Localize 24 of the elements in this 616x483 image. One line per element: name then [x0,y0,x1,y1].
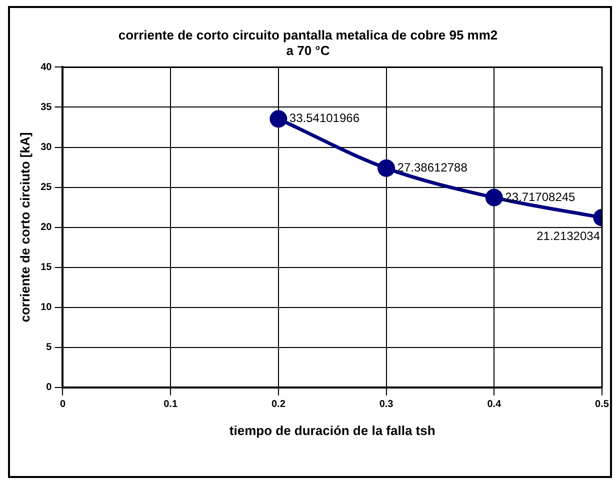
point [270,110,288,128]
y-tick-label: 30 [40,142,52,153]
y-tick-label: 0 [46,382,52,394]
point [378,159,396,177]
y-tick-label: 40 [40,62,52,73]
x-axis-title: tiempo de duración de la falla tsh [229,422,436,438]
y-tick-label: 25 [40,182,52,194]
chart-title: corriente de corto circuito pantalla metalica de cobre 95 mm2 a 70 °C [118,27,498,58]
y-tick-label: 10 [40,302,52,314]
x-tick-label: 0.4 [487,399,502,410]
x-tick-label: 0.3 [379,399,394,410]
y-tick-label: 15 [40,262,52,274]
y-tick-label: 20 [40,222,52,234]
y-axis-title: corriente de corto circiuto [kA] [17,132,32,322]
x-tick-label: 0.2 [271,399,286,410]
data-label: 33.54101966 [289,111,360,126]
data-label: 23.71708245 [505,190,576,204]
y-tick-label: 5 [46,342,52,354]
x-tick-label: 0.5 [595,399,610,410]
x-tick-label: 0 [60,399,66,410]
y-tick-label: 35 [40,102,52,113]
data-label: 21.2132034 [536,228,600,243]
data-label: 27.38612788 [397,160,468,174]
x-tick-label: 0.1 [164,399,178,410]
